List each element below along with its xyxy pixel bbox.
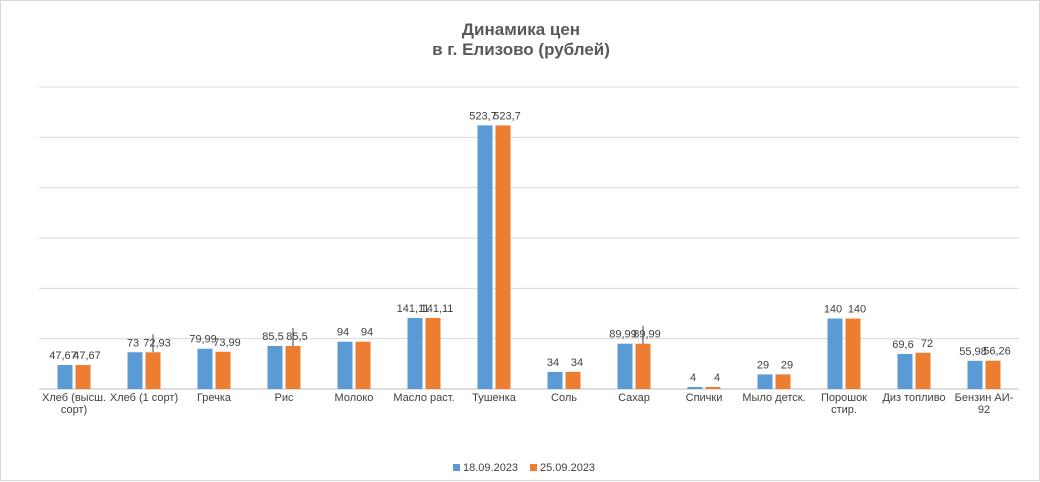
bar-series2	[215, 351, 231, 389]
data-label: 523,7	[469, 110, 497, 122]
bar-series1	[407, 317, 423, 389]
data-label: 47,67	[73, 350, 101, 362]
data-label: 85,5	[262, 331, 283, 343]
category-axis: Хлеб (высш.сорт) Хлеб (1 сорт) Гречка Рис Мо…	[42, 392, 1014, 416]
bar-series1	[127, 352, 143, 389]
bar-series2	[285, 345, 301, 389]
category-label: Порошок	[821, 392, 867, 404]
data-label: 73,99	[213, 337, 241, 349]
data-label: 523,7	[493, 110, 521, 122]
category-label: Молоко	[335, 392, 374, 404]
data-label: 72	[921, 338, 933, 350]
category-label: сорт)	[61, 404, 87, 416]
category-label: Мыло детск.	[742, 392, 805, 404]
bars	[57, 125, 1001, 390]
bar-series2	[985, 360, 1001, 389]
bar-series2	[565, 371, 581, 389]
legend-swatch	[453, 464, 460, 471]
category-label: Спички	[686, 392, 723, 404]
legend-label: 25.09.2023	[540, 462, 595, 474]
data-label: 89,99	[609, 329, 637, 341]
data-label: 140	[848, 304, 866, 316]
bar-series1	[827, 318, 843, 389]
legend: 18.09.2023 25.09.2023	[453, 462, 595, 474]
data-label: 34	[547, 357, 559, 369]
bar-series2	[845, 318, 861, 389]
category-label: Гречка	[197, 392, 232, 404]
category-label: Бензин АИ-	[955, 392, 1014, 404]
bar-series1	[967, 360, 983, 389]
data-label: 140	[824, 304, 842, 316]
bar-series2	[775, 374, 791, 389]
data-label: 141,11	[397, 303, 430, 315]
category-label: Масло раст.	[393, 392, 454, 404]
bar-series1	[337, 341, 353, 389]
data-label: 29	[757, 359, 769, 371]
bar-series2	[355, 341, 371, 389]
bar-series2	[495, 125, 511, 390]
data-label: 56,26	[983, 346, 1011, 358]
bar-series1	[477, 125, 493, 390]
bar-series1	[267, 345, 283, 389]
data-label: 4	[714, 372, 720, 384]
bar-series1	[547, 371, 563, 389]
bar-series1	[687, 386, 703, 389]
category-label: Диз топливо	[882, 392, 945, 404]
chart-title-line: Динамика цен	[462, 20, 580, 39]
bar-series2	[75, 365, 91, 389]
category-label: Сахар	[618, 392, 650, 404]
data-label: 94	[337, 327, 349, 339]
bar-series1	[57, 365, 73, 389]
data-label: 94	[361, 327, 373, 339]
category-label: Хлеб (1 сорт)	[110, 392, 178, 404]
category-label: 92	[978, 404, 990, 416]
data-label: 72,93	[143, 337, 171, 349]
legend-swatch	[530, 464, 537, 471]
data-label: 47,67	[49, 350, 77, 362]
data-label: 85,5	[286, 331, 307, 343]
data-label: 79,99	[189, 334, 217, 346]
bar-series1	[757, 374, 773, 389]
chart-title-line: в г. Елизово (рублей)	[432, 40, 610, 59]
data-label: 55,98	[959, 346, 987, 358]
data-label: 4	[690, 372, 696, 384]
bar-series1	[617, 343, 633, 389]
category-label: стир.	[831, 404, 857, 416]
legend-label: 18.09.2023	[463, 462, 518, 474]
gridlines	[39, 86, 1019, 390]
category-label: Соль	[551, 392, 577, 404]
data-label: 73	[127, 337, 139, 349]
category-label: Тушенка	[472, 392, 517, 404]
bar-series1	[897, 353, 913, 389]
data-label: 34	[571, 357, 583, 369]
bar-series2	[705, 386, 721, 389]
data-label: 29	[781, 359, 793, 371]
data-label: 141,11	[421, 303, 454, 315]
bar-series2	[635, 343, 651, 389]
data-label: 89,99	[633, 329, 661, 341]
category-label: Хлеб (высш.	[42, 392, 106, 404]
bar-series1	[197, 348, 213, 389]
bar-series2	[425, 317, 441, 389]
data-label: 69,6	[892, 339, 913, 351]
bar-series2	[145, 352, 161, 389]
category-label: Рис	[275, 392, 294, 404]
bar-series2	[915, 352, 931, 389]
